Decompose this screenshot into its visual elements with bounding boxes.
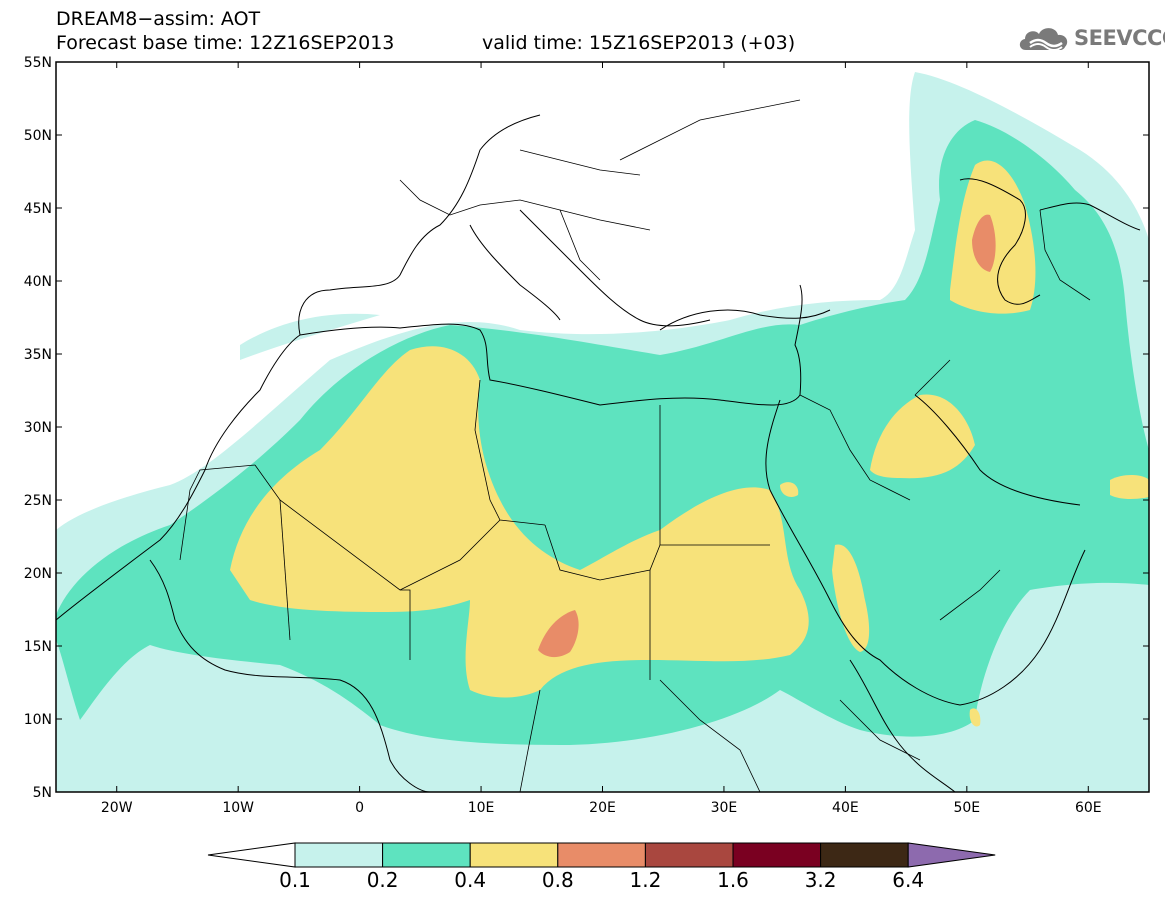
colorbar-label: 0.2: [366, 868, 399, 892]
lat-label: 40N: [24, 274, 52, 290]
lon-label: 30E: [711, 800, 738, 816]
cloud-logo-icon: [1019, 28, 1068, 51]
latitude-axis: 55N 50N 45N 40N 35N 30N 25N 20N 15N 10N 5N: [24, 55, 1149, 801]
lat-label: 30N: [24, 420, 52, 436]
lat-label: 45N: [24, 201, 52, 217]
colorbar-swatch: [294, 842, 384, 868]
lon-label: 10E: [468, 800, 495, 816]
lon-label: 20W: [101, 800, 133, 816]
colorbar-swatch: [469, 842, 559, 868]
longitude-axis: 20W 10W 0 10E 20E 30E 40E 50E 60E: [101, 62, 1102, 816]
lat-label: 5N: [33, 785, 52, 801]
lon-label: 60E: [1075, 800, 1102, 816]
colorbar-swatch: [557, 842, 646, 868]
country-borders: [179, 99, 1091, 792]
forecast-base-time: Forecast base time: 12Z16SEP2013: [56, 32, 395, 54]
colorbar-swatch: [732, 842, 822, 868]
lat-label: 10N: [24, 712, 52, 728]
colorbar-swatch: [644, 842, 734, 868]
colorbar-under-arrow: [207, 842, 296, 868]
lat-label: 35N: [24, 347, 52, 363]
aot-band-0.4: [230, 160, 1149, 727]
colorbar-label: 0.8: [541, 868, 574, 892]
lat-label: 20N: [24, 566, 52, 582]
colorbar-swatch: [820, 842, 909, 868]
lon-label: 50E: [953, 800, 980, 816]
colorbar-label: 0.4: [454, 868, 487, 892]
colorbar-label: 6.4: [892, 868, 925, 892]
lon-label: 20E: [589, 800, 616, 816]
lat-label: 25N: [24, 493, 52, 509]
plot-title: DREAM8−assim: AOT: [56, 8, 261, 30]
lon-label: 10W: [222, 800, 254, 816]
logo-text: SEEVCCC: [1074, 26, 1165, 50]
colorbar-label: 1.2: [629, 868, 662, 892]
lat-label: 15N: [24, 639, 52, 655]
lon-label: 40E: [832, 800, 859, 816]
colorbar: [207, 842, 996, 868]
lat-label: 50N: [24, 128, 52, 144]
coastlines: [56, 114, 1141, 792]
colorbar-label: 0.1: [279, 868, 311, 892]
colorbar-label: 1.6: [717, 868, 749, 892]
map-field: [56, 62, 1149, 792]
valid-time: valid time: 15Z16SEP2013 (+03): [482, 32, 796, 54]
lat-label: 55N: [24, 55, 52, 71]
colorbar-swatch: [382, 842, 471, 868]
colorbar-over-arrow: [907, 842, 996, 868]
seevccc-logo: SEEVCCC: [1016, 22, 1165, 56]
lon-label: 0: [355, 800, 364, 816]
colorbar-label: 3.2: [804, 868, 837, 892]
aot-band-0.8: [538, 214, 996, 658]
